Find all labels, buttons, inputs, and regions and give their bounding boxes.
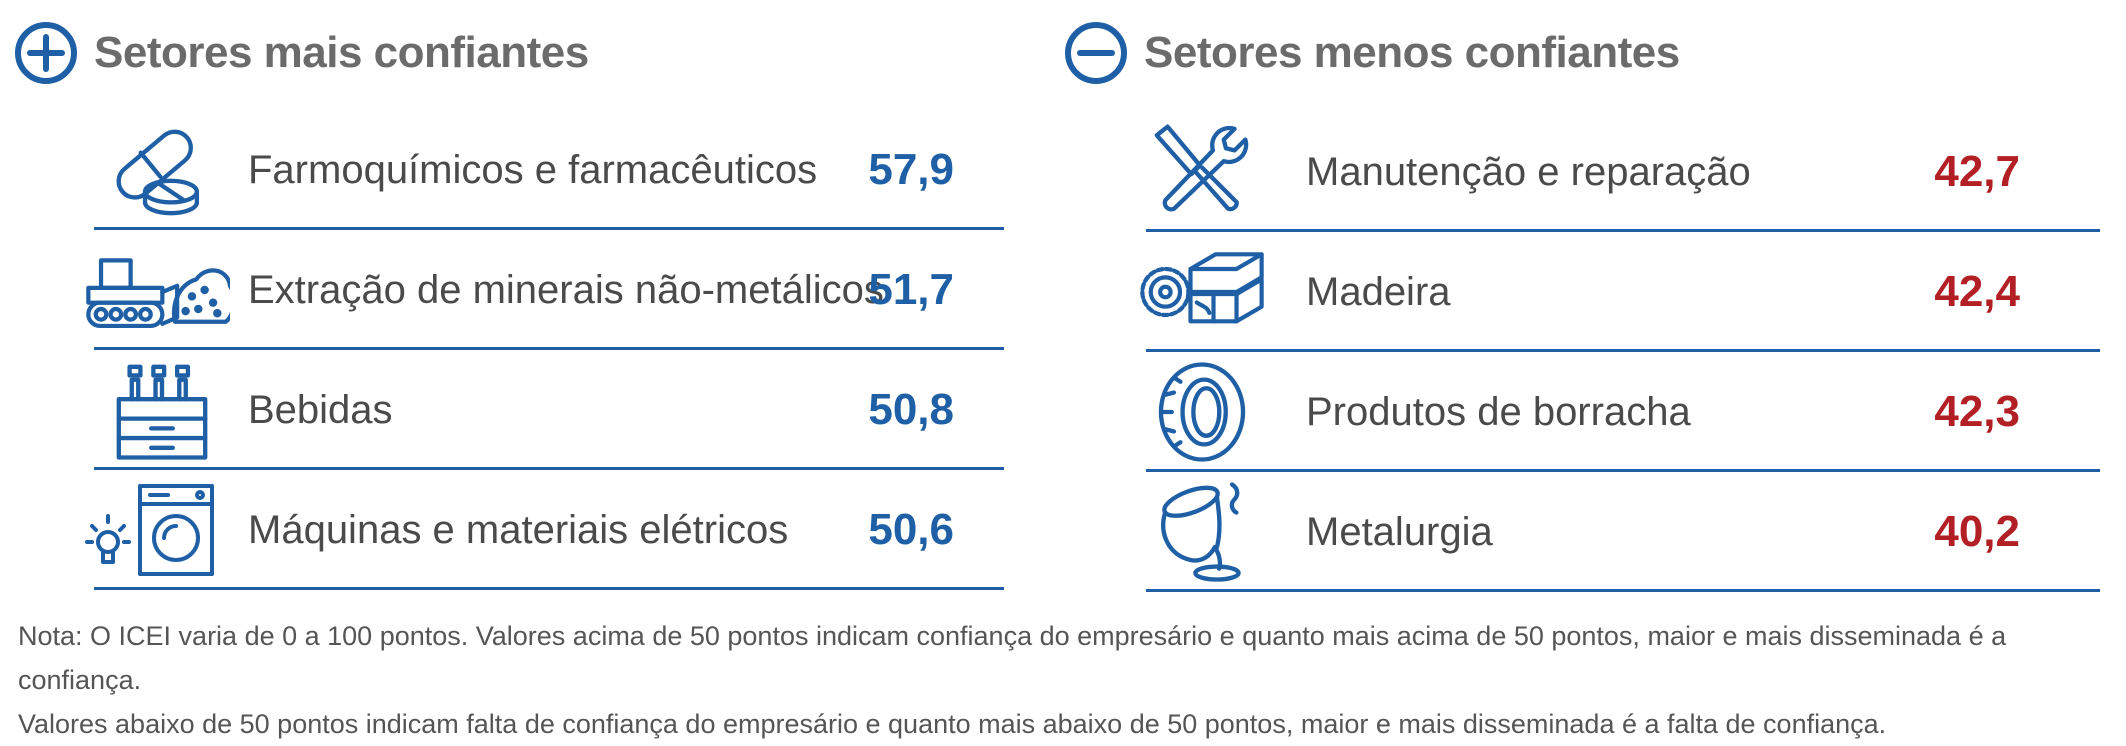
sector-value: 40,2	[1934, 507, 2020, 556]
table-row: Produtos de borracha 42,3	[1146, 352, 2100, 472]
row-divider	[94, 227, 1004, 230]
row-divider	[1146, 589, 2100, 592]
sector-label: Metalurgia	[1306, 510, 1493, 554]
row-divider	[94, 587, 1004, 590]
minus-circle-icon	[1065, 22, 1127, 84]
table-row: Manutenção e reparação 42,7	[1146, 112, 2100, 232]
bottle-crate-icon	[116, 364, 208, 460]
footnote-line-2: Valores abaixo de 50 pontos indicam falt…	[18, 709, 1887, 739]
sector-value: 42,3	[1934, 387, 2020, 436]
most-confident-header: Setores mais confiantes	[14, 18, 589, 88]
table-row: Farmoquímicos e farmacêuticos 57,9	[94, 110, 1004, 230]
row-divider	[94, 347, 1004, 350]
sector-value: 42,4	[1934, 267, 2020, 316]
sector-label: Manutenção e reparação	[1306, 150, 1751, 194]
table-row: Metalurgia 40,2	[1146, 472, 2100, 592]
sector-value: 51,7	[868, 265, 954, 314]
footnote: Nota: O ICEI varia de 0 a 100 pontos. Va…	[18, 614, 2108, 746]
sector-label: Máquinas e materiais elétricos	[248, 508, 789, 552]
sector-value: 57,9	[868, 145, 954, 194]
table-row: Extração de minerais não-metálicos 51,7	[86, 230, 1004, 350]
sector-value: 42,7	[1934, 147, 2020, 196]
sector-label: Bebidas	[248, 388, 393, 432]
sector-value: 50,6	[868, 505, 954, 554]
sector-label: Madeira	[1306, 270, 1451, 314]
row-divider	[94, 467, 1004, 470]
plus-circle-icon	[15, 22, 77, 84]
sector-label: Extração de minerais não-metálicos	[248, 268, 884, 312]
sector-label: Farmoquímicos e farmacêuticos	[248, 148, 818, 192]
table-row: Madeira 42,4	[1140, 232, 2100, 352]
row-divider	[1146, 229, 2100, 232]
sector-label: Produtos de borracha	[1306, 390, 1691, 434]
most-confident-title: Setores mais confiantes	[94, 28, 589, 77]
table-row: Bebidas 50,8	[94, 350, 1004, 470]
wrench-screwdriver-icon	[1154, 124, 1249, 212]
tire-icon	[1158, 362, 1246, 462]
least-confident-header: Setores menos confiantes	[1064, 18, 1680, 88]
row-divider	[1146, 469, 2100, 472]
ladle-pour-icon	[1161, 482, 1241, 582]
sawblade-lumber-icon	[1140, 252, 1264, 324]
sector-value: 50,8	[868, 385, 954, 434]
footnote-line-1: Nota: O ICEI varia de 0 a 100 pontos. Va…	[18, 621, 2007, 695]
washing-machine-lightbulb-icon	[85, 484, 214, 576]
least-confident-title: Setores menos confiantes	[1144, 28, 1680, 77]
table-row: Máquinas e materiais elétricos 50,6	[85, 470, 1004, 590]
row-divider	[1146, 349, 2100, 352]
bulldozer-icon	[86, 258, 230, 329]
pills-icon	[116, 129, 200, 216]
